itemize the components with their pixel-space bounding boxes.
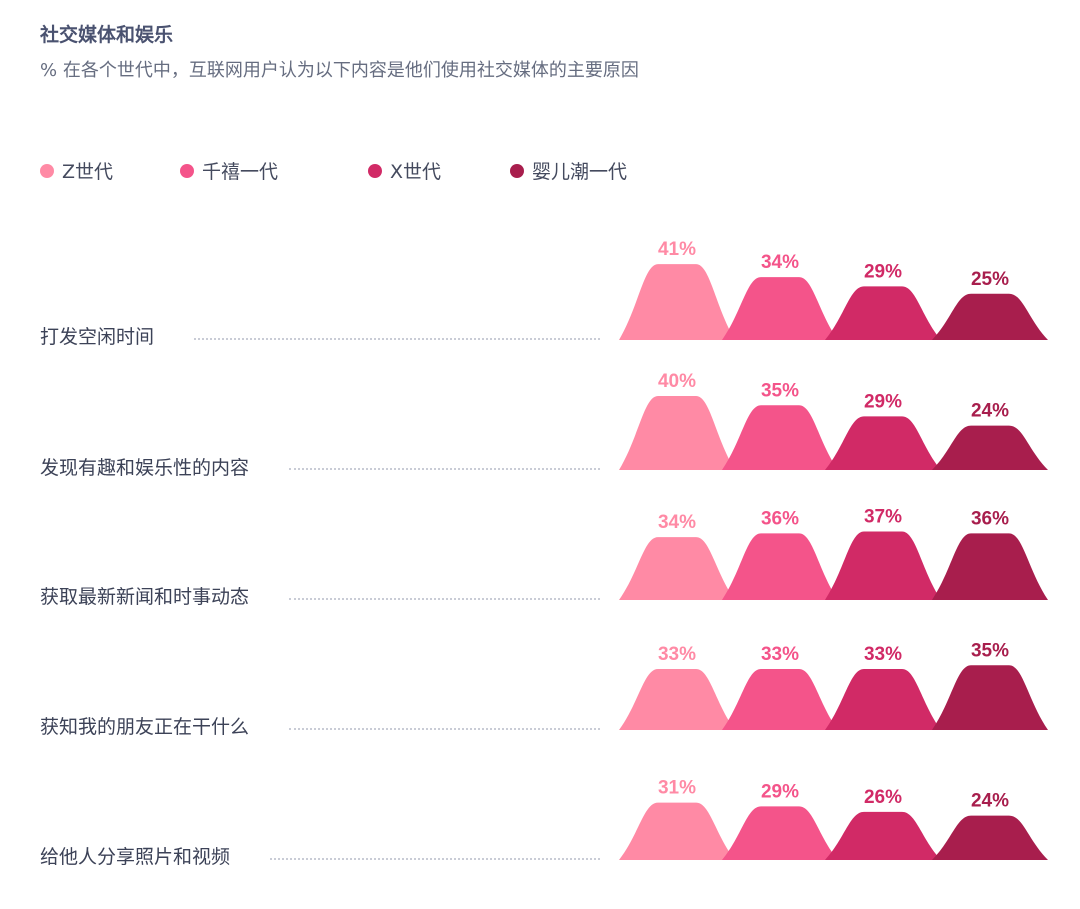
data-label: 26%: [864, 787, 902, 808]
chart-title: 社交媒体和娱乐: [40, 24, 174, 46]
row-label-fun-content: 发现有趣和娱乐性的内容: [40, 457, 250, 479]
data-label: 37%: [864, 507, 902, 528]
bar-hump: [619, 396, 735, 470]
legend-dot-millennials: [180, 163, 194, 178]
data-label: 29%: [761, 781, 799, 802]
bar-hump: [932, 815, 1048, 860]
row-label-kill-time: 打发空闲时间: [40, 326, 155, 348]
dotted-leader: [289, 468, 600, 470]
bar-hump: [722, 405, 838, 470]
dotted-leader: [289, 598, 600, 600]
data-label: 33%: [761, 644, 799, 665]
bar-hump: [722, 533, 838, 600]
bar-hump: [619, 537, 735, 600]
legend-dot-boomers: [510, 163, 524, 178]
bar-hump: [932, 293, 1048, 340]
bar-hump: [722, 277, 838, 340]
legend-label-millennials: 千禧一代: [202, 161, 279, 183]
data-label: 35%: [761, 380, 799, 401]
data-label: 31%: [658, 778, 696, 799]
legend-label-gen-z: Z世代: [62, 161, 114, 183]
data-label: 35%: [971, 640, 1009, 661]
dotted-leader: [289, 728, 600, 730]
legend: Z世代 千禧一代 X世代 婴儿潮一代: [40, 157, 740, 184]
dotted-leader: [194, 338, 600, 340]
bar-hump: [825, 286, 941, 340]
row-label-friends: 获知我的朋友正在干什么: [40, 716, 250, 738]
bar-hump: [722, 668, 838, 730]
data-label: 25%: [971, 269, 1009, 290]
data-label: 24%: [971, 791, 1009, 812]
legend-dot-gen-x: [368, 163, 382, 178]
legend-item-millennials: 千禧一代: [180, 157, 278, 184]
bar-hump: [825, 668, 941, 730]
legend-item-boomers: 婴儿潮一代: [510, 157, 627, 184]
data-label: 29%: [864, 391, 902, 412]
data-label: 29%: [864, 261, 902, 282]
data-label: 41%: [658, 239, 696, 260]
legend-dot-gen-z: [40, 163, 54, 178]
data-label: 33%: [864, 644, 902, 665]
legend-item-gen-z: Z世代: [40, 157, 113, 184]
data-label: 36%: [971, 508, 1009, 529]
bar-hump: [825, 416, 941, 470]
bar-hump: [825, 811, 941, 860]
bar-hump: [932, 425, 1048, 470]
row-label-share-photos: 给他人分享照片和视频: [40, 846, 231, 868]
dotted-leader: [270, 858, 600, 860]
bar-hump: [619, 668, 735, 730]
bar-hump: [932, 665, 1048, 730]
data-label: 24%: [971, 401, 1009, 422]
row-label-news: 获取最新新闻和时事动态: [40, 586, 250, 608]
legend-label-gen-x: X世代: [390, 161, 442, 183]
chart-subtitle: % 在各个世代中，互联网用户认为以下内容是他们使用社交媒体的主要原因: [40, 60, 639, 81]
bar-hump: [932, 533, 1048, 600]
bar-hump: [619, 264, 735, 340]
bar-hump: [619, 802, 735, 860]
data-label: 34%: [658, 512, 696, 533]
bar-hump: [825, 531, 941, 600]
legend-item-gen-x: X世代: [368, 157, 441, 184]
data-label: 34%: [761, 252, 799, 273]
data-label: 33%: [658, 644, 696, 665]
bar-hump: [722, 806, 838, 860]
legend-label-boomers: 婴儿潮一代: [532, 161, 628, 183]
data-label: 40%: [658, 371, 696, 392]
data-label: 36%: [761, 508, 799, 529]
